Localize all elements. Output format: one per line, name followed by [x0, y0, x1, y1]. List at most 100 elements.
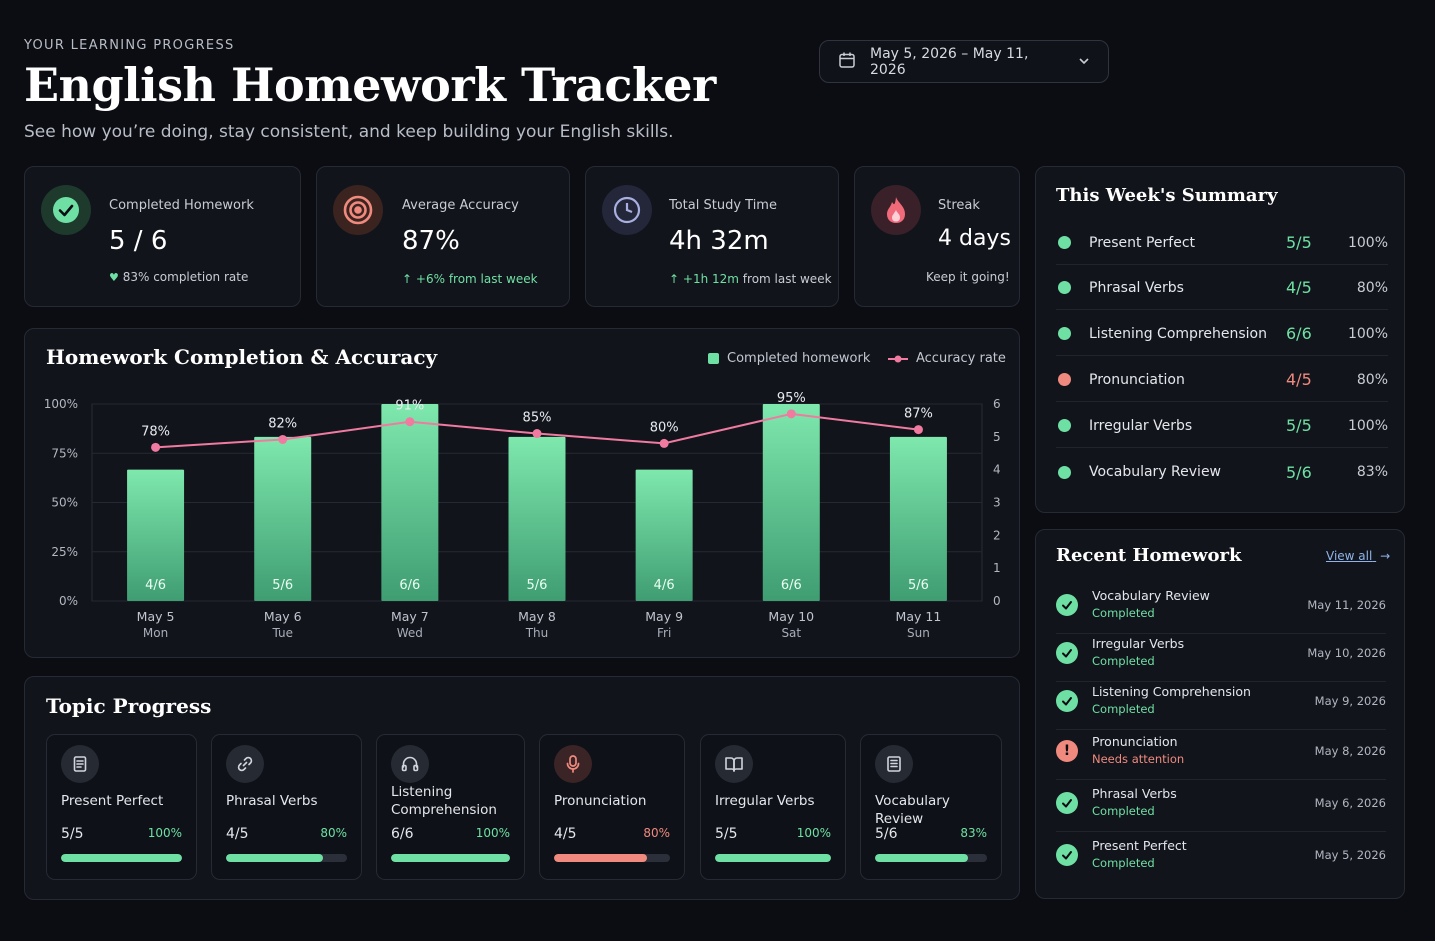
summary-row: Irregular Verbs 5/5 100% — [1056, 404, 1388, 448]
recent-homework-date: May 6, 2026 — [1314, 796, 1386, 810]
topic-percent: 100% — [475, 826, 510, 840]
topic-progress-fill — [554, 854, 647, 862]
accuracy-point — [151, 442, 161, 452]
y-tick-label-right: 4 — [993, 463, 1001, 477]
summary-topic-name: Irregular Verbs — [1089, 417, 1193, 434]
stat-card-completed: Completed Homework 5 / 6 ♥ 83% completio… — [24, 166, 301, 307]
recent-homework-date: May 5, 2026 — [1314, 848, 1386, 862]
topic-progress-fill — [875, 854, 968, 862]
topic-progress-fill — [391, 854, 510, 862]
topic-fraction: 5/5 — [61, 826, 84, 842]
y-tick-label-right: 6 — [993, 397, 1001, 411]
bar — [635, 469, 693, 601]
check-circle-icon — [1056, 792, 1078, 814]
topic-progress-fill — [715, 854, 831, 862]
topic-card[interactable]: Vocabulary Review 5/6 83% — [860, 734, 1002, 880]
bar — [254, 436, 312, 601]
topic-fraction: 5/6 — [875, 826, 898, 842]
topic-card[interactable]: Present Perfect 5/5 100% — [46, 734, 197, 880]
topic-progress-title: Topic Progress — [46, 694, 212, 718]
check-circle-icon — [1056, 594, 1078, 616]
completion-accuracy-panel: Homework Completion & Accuracy Completed… — [24, 328, 1020, 658]
stat-label: Average Accuracy — [402, 198, 519, 213]
bar — [762, 404, 820, 601]
date-range-picker[interactable]: May 5, 2026 – May 11, 2026 — [819, 40, 1109, 83]
topic-card[interactable]: Listening Comprehension 6/6 100% — [376, 734, 525, 880]
topic-card[interactable]: Phrasal Verbs 4/5 80% — [211, 734, 362, 880]
date-range-text: May 5, 2026 – May 11, 2026 — [870, 45, 1029, 78]
stat-note: Keep it going! — [926, 270, 1010, 284]
topic-percent: 80% — [643, 826, 670, 840]
y-tick-label-left: 100% — [44, 397, 78, 411]
summary-percent: 80% — [1356, 371, 1388, 388]
recent-homework-name: Listening Comprehension — [1092, 684, 1251, 699]
recent-homework-name: Pronunciation — [1092, 734, 1178, 749]
topic-progress-bar — [875, 854, 987, 862]
summary-percent: 100% — [1347, 417, 1388, 434]
topic-name: Irregular Verbs — [715, 793, 815, 809]
x-tick-label: May 5 — [137, 609, 175, 624]
stat-label: Completed Homework — [109, 198, 254, 213]
recent-homework-name: Vocabulary Review — [1092, 588, 1210, 603]
recent-homework-status: Completed — [1092, 606, 1155, 620]
x-tick-label: May 9 — [645, 609, 683, 624]
chart-title: Homework Completion & Accuracy — [46, 345, 438, 369]
heart-icon: ♥ — [109, 271, 119, 284]
accuracy-data-label: 80% — [650, 420, 679, 435]
topic-percent: 83% — [960, 826, 987, 840]
stat-card-streak: Streak 4 days Keep it going! — [854, 166, 1020, 307]
recent-homework-row[interactable]: Present Perfect Completed May 5, 2026 — [1056, 834, 1386, 884]
stat-card-accuracy: Average Accuracy 87% ↑ +6% from last wee… — [316, 166, 570, 307]
flame-icon — [871, 185, 921, 235]
topic-name: Listening Comprehension — [391, 784, 497, 818]
x-tick-label: May 6 — [264, 609, 302, 624]
x-tick-day-label: Wed — [397, 626, 423, 640]
stat-value: 4h 32m — [669, 226, 769, 256]
bar-value-label: 5/6 — [527, 578, 548, 593]
summary-row: Phrasal Verbs 4/5 80% — [1056, 266, 1388, 310]
topic-progress-fill — [226, 854, 323, 862]
topic-card[interactable]: Pronunciation 4/5 80% — [539, 734, 685, 880]
topic-progress-fill — [61, 854, 182, 862]
topic-fraction: 4/5 — [554, 826, 577, 842]
view-all-link[interactable]: View all → — [1326, 549, 1391, 563]
x-tick-label: May 8 — [518, 609, 556, 624]
status-dot — [1058, 281, 1071, 294]
recent-homework-status: Needs attention — [1092, 752, 1185, 766]
recent-homework-name: Irregular Verbs — [1092, 636, 1185, 651]
topic-fraction: 5/5 — [715, 826, 738, 842]
recent-homework-row[interactable]: Vocabulary Review Completed May 11, 2026 — [1056, 584, 1386, 634]
topic-name: Pronunciation — [554, 793, 647, 809]
summary-topic-name: Pronunciation — [1089, 371, 1185, 388]
y-tick-label-right: 3 — [993, 496, 1001, 510]
accuracy-point — [405, 417, 415, 427]
recent-homework-row[interactable]: ! Pronunciation Needs attention May 8, 2026 — [1056, 730, 1386, 780]
topic-name: Vocabulary Review — [875, 793, 950, 827]
x-tick-day-label: Fri — [657, 626, 671, 640]
bar-value-label: 5/6 — [908, 578, 929, 593]
summary-row: Pronunciation 4/5 80% — [1056, 358, 1388, 402]
x-tick-day-label: Tue — [271, 626, 293, 640]
bar-value-label: 6/6 — [399, 578, 420, 593]
accuracy-data-label: 91% — [395, 399, 424, 414]
summary-percent: 100% — [1347, 234, 1388, 251]
recent-homework-row[interactable]: Irregular Verbs Completed May 10, 2026 — [1056, 632, 1386, 682]
stat-label: Total Study Time — [669, 198, 777, 213]
clock-icon — [602, 185, 652, 235]
accuracy-data-label: 87% — [904, 407, 933, 422]
y-tick-label-left: 25% — [51, 545, 78, 559]
topic-card[interactable]: Irregular Verbs 5/5 100% — [700, 734, 846, 880]
summary-fraction: 5/5 — [1286, 416, 1312, 435]
recent-homework-row[interactable]: Phrasal Verbs Completed May 6, 2026 — [1056, 782, 1386, 832]
summary-topic-name: Present Perfect — [1089, 234, 1196, 251]
topic-percent: 100% — [796, 826, 831, 840]
y-tick-label-right: 1 — [993, 561, 1001, 575]
bar — [508, 436, 566, 601]
recent-homework-row[interactable]: Listening Comprehension Completed May 9, 2… — [1056, 680, 1386, 730]
legend-accuracy: Accuracy rate — [888, 351, 1006, 366]
topic-fraction: 4/5 — [226, 826, 249, 842]
bar-value-label: 4/6 — [145, 578, 166, 593]
summary-fraction: 6/6 — [1286, 324, 1312, 343]
x-tick-day-label: Sun — [907, 626, 930, 640]
legend-square-icon — [708, 353, 719, 364]
